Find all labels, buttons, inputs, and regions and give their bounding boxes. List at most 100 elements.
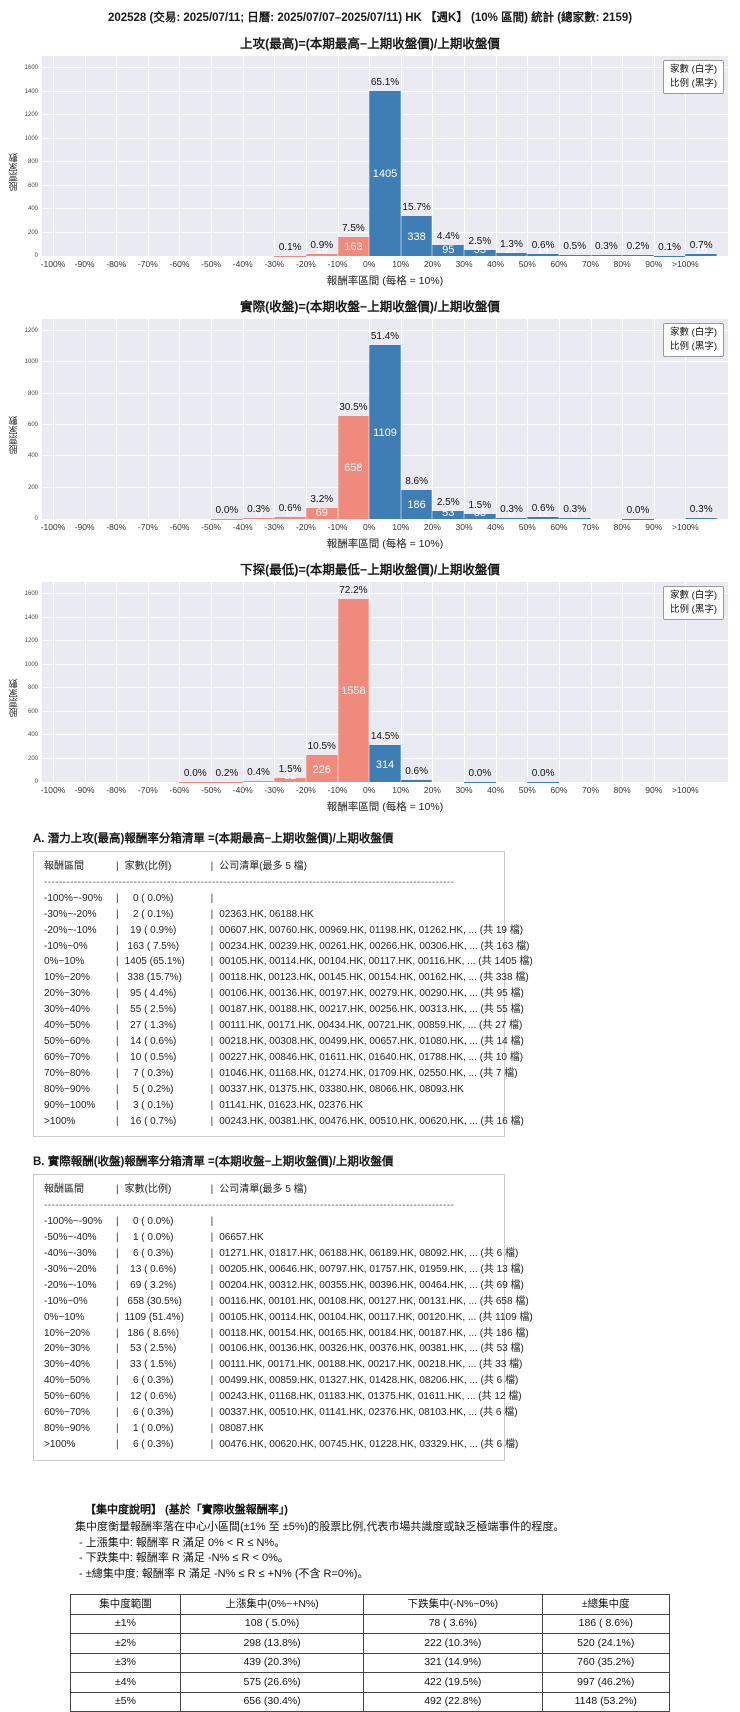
pipe-separator: | [211, 1389, 214, 1405]
gridline [148, 56, 149, 256]
x-tick-label: 10% [392, 785, 409, 795]
y-tick-label: 200 [12, 485, 38, 491]
bin-list-row: 70%~80%| 7 ( 0.3%)|01046.HK, 01168.HK, 0… [44, 1066, 494, 1082]
cell-range: 40%~50% [44, 1018, 116, 1034]
bin-list-row: 60%~70%| 6 ( 0.3%)|00337.HK, 00510.HK, 0… [44, 1405, 494, 1421]
x-tick-label: -70% [138, 259, 158, 269]
concentration-cell: ±5% [71, 1692, 181, 1712]
concentration-header-cell: 集中度範圍 [71, 1595, 181, 1615]
bar-percent-label: 0.6% [532, 240, 555, 251]
cell-range: 50%~60% [44, 1034, 116, 1050]
cell-companies: 00476.HK, 00620.HK, 00745.HK, 01228.HK, … [219, 1437, 518, 1453]
pipe-separator: | [211, 1066, 214, 1082]
bin-list-row: 0%~10%|1405 (65.1%)|00105.HK, 00114.HK, … [44, 954, 494, 970]
bar-count-label: 186 [407, 499, 425, 511]
pipe-separator: | [116, 907, 119, 923]
pipe-separator: | [211, 939, 214, 955]
x-tick-label: 50% [519, 785, 536, 795]
gridline [243, 56, 244, 256]
gridline [464, 56, 465, 256]
bar-count-label: 658 [344, 462, 362, 474]
x-axis-label: 報酬率區間 (每格 = 10%) [42, 799, 728, 814]
gridline [591, 319, 592, 519]
x-tick-label: 60% [550, 522, 567, 532]
bin-list-row: >100%| 6 ( 0.3%)|00476.HK, 00620.HK, 007… [44, 1437, 494, 1453]
cell-range: 60%~70% [44, 1050, 116, 1066]
cell-count: 0 ( 0.0%) [125, 1214, 211, 1230]
y-tick-label: 200 [12, 230, 38, 236]
bin-list-row: -100%~-90%| 0 ( 0.0%)| [44, 1214, 494, 1230]
y-tick-label: 800 [12, 159, 38, 165]
cell-companies: 公司清單(最多 5 檔) [219, 1182, 307, 1198]
pipe-separator: | [116, 1098, 119, 1114]
pipe-separator: | [211, 986, 214, 1002]
bar-count-label: 53 [442, 507, 454, 519]
cell-range: 60%~70% [44, 1405, 116, 1421]
bar-percent-label: 0.6% [279, 503, 302, 514]
x-tick-label: 70% [582, 522, 599, 532]
cell-range: 50%~60% [44, 1389, 116, 1405]
pipe-separator: | [211, 891, 214, 907]
pipe-separator: | [116, 1002, 119, 1018]
legend-line: 比例 (黑字) [670, 603, 717, 617]
gridline [211, 319, 212, 519]
gridline [654, 56, 655, 256]
cell-count: 69 ( 3.2%) [125, 1278, 211, 1294]
bin-list-title: B. 實際報酬(收盤)報酬率分箱清單 =(本期收盤−上期收盤價)/上期收盤價 [33, 1153, 740, 1169]
y-tick-label: 800 [12, 391, 38, 397]
gridline [496, 56, 497, 256]
bin-lists-container: A. 潛力上攻(最高)報酬率分箱清單 =(本期最高−上期收盤價)/上期收盤價報酬… [0, 830, 740, 1461]
cell-companies: 00118.HK, 00154.HK, 00165.HK, 00184.HK, … [219, 1326, 528, 1342]
cell-count: 7 ( 0.3%) [125, 1066, 211, 1082]
gridline [116, 319, 117, 519]
gridline [654, 319, 655, 519]
bin-list-row: -40%~-30%| 6 ( 0.3%)|01271.HK, 01817.HK,… [44, 1246, 494, 1262]
bar-percent-label: 0.0% [184, 768, 207, 779]
bin-list-row: 50%~60%| 14 ( 0.6%)|00218.HK, 00308.HK, … [44, 1034, 494, 1050]
bar-count-label: 69 [316, 507, 328, 519]
bin-list-title: A. 潛力上攻(最高)報酬率分箱清單 =(本期最高−上期收盤價)/上期收盤價 [33, 830, 740, 846]
bar-percent-label: 0.3% [500, 504, 523, 515]
gridline [42, 664, 728, 665]
bar-count-label: 1109 [373, 427, 397, 439]
concentration-rule-down: - 下跌集中: 報酬率 R 滿足 -N% ≤ R < 0%。 [79, 1551, 740, 1567]
bin-list-row: 50%~60%| 12 ( 0.6%)|00243.HK, 01168.HK, … [44, 1389, 494, 1405]
concentration-cell: 656 (30.4%) [181, 1692, 364, 1712]
cell-count: 6 ( 0.3%) [125, 1373, 211, 1389]
x-tick-label: 40% [487, 522, 504, 532]
gridline [211, 56, 212, 256]
cell-companies: 00111.HK, 00171.HK, 00188.HK, 00217.HK, … [219, 1357, 522, 1373]
cell-companies: 06657.HK [219, 1230, 263, 1246]
legend: 家數 (白字)比例 (黑字) [663, 586, 724, 620]
bin-list-box: 報酬區間|家數(比例)|公司清單(最多 5 檔)----------------… [33, 851, 505, 1137]
cell-range: 10%~20% [44, 1326, 116, 1342]
y-tick-label: 1200 [12, 112, 38, 118]
cell-range: 80%~90% [44, 1421, 116, 1437]
bin-list-row: 30%~40%| 33 ( 1.5%)|00111.HK, 00171.HK, … [44, 1357, 494, 1373]
bin-list-row: 10%~20%| 338 (15.7%)|00118.HK, 00123.HK,… [44, 970, 494, 986]
cell-range: -10%~0% [44, 1294, 116, 1310]
bar-percent-label: 0.2% [215, 768, 238, 779]
pipe-separator: | [211, 1098, 214, 1114]
cell-companies: 00205.HK, 00646.HK, 00797.HK, 01757.HK, … [219, 1262, 524, 1278]
x-tick-label: -60% [170, 785, 190, 795]
y-tick-label: 600 [12, 183, 38, 189]
y-tick-label: 600 [12, 709, 38, 715]
gridline [211, 582, 212, 782]
bar-percent-label: 0.3% [563, 504, 586, 515]
concentration-cell: ±2% [71, 1634, 181, 1654]
cell-companies: 00234.HK, 00239.HK, 00261.HK, 00266.HK, … [219, 939, 529, 955]
concentration-cell: 298 (13.8%) [181, 1634, 364, 1654]
bar-count-label: 95 [442, 244, 454, 256]
cell-companies: 00607.HK, 00760.HK, 00969.HK, 01198.HK, … [219, 923, 523, 939]
cell-companies: 01271.HK, 01817.HK, 06188.HK, 06189.HK, … [219, 1246, 518, 1262]
cell-count: 338 (15.7%) [125, 970, 211, 986]
cell-count: 6 ( 0.3%) [125, 1246, 211, 1262]
bar-percent-label: 0.3% [247, 504, 270, 515]
cell-count: 2 ( 0.1%) [125, 907, 211, 923]
pipe-separator: | [116, 1018, 119, 1034]
